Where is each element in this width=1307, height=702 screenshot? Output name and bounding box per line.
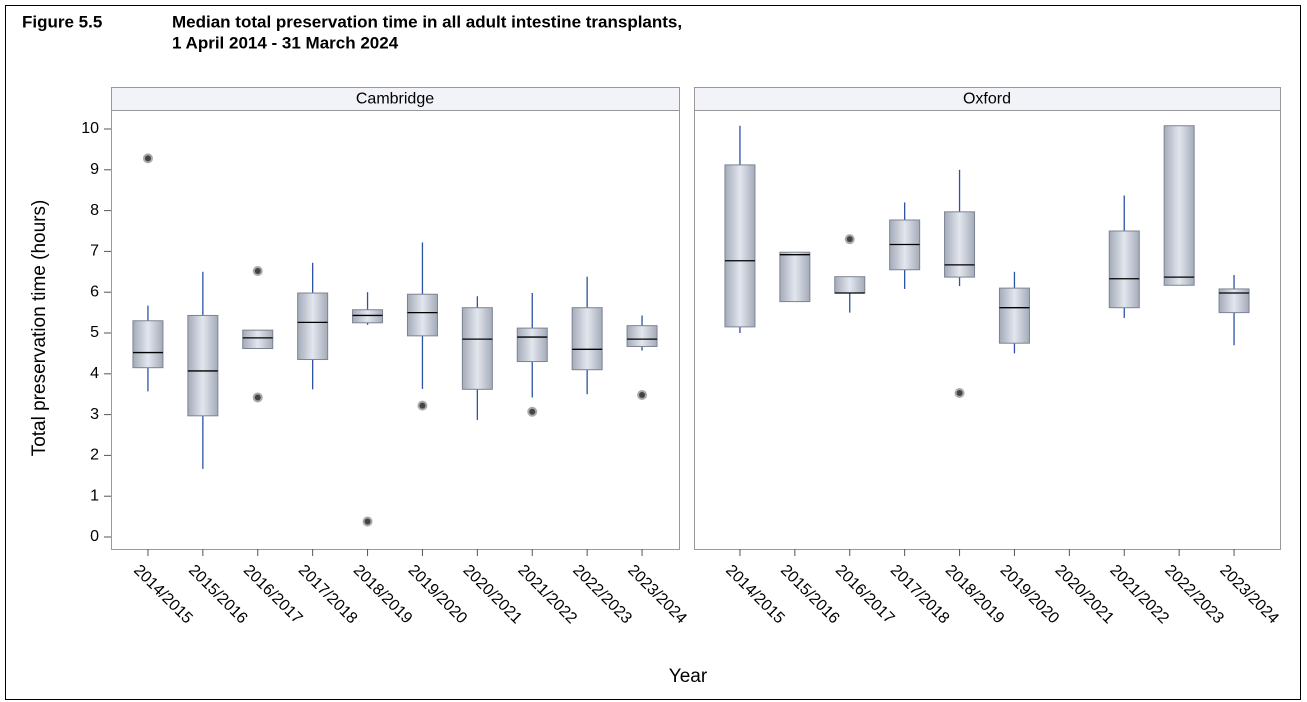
y-axis-label: Total preservation time (hours) bbox=[29, 200, 50, 457]
x-axis-label: Year bbox=[669, 666, 708, 687]
chart-title: Median total preservation time in all ad… bbox=[172, 12, 682, 31]
outlier bbox=[527, 406, 538, 417]
outlier bbox=[142, 153, 153, 164]
figure-label: Figure 5.5 bbox=[22, 12, 102, 31]
outlier bbox=[252, 392, 263, 403]
outlier bbox=[954, 387, 965, 398]
box bbox=[297, 292, 329, 361]
y-tick-label: 2 bbox=[90, 447, 99, 464]
box bbox=[626, 325, 658, 347]
chart-subtitle: 1 April 2014 - 31 March 2024 bbox=[172, 33, 399, 52]
box bbox=[1108, 230, 1140, 309]
frame bbox=[5, 5, 1301, 700]
y-tick-label: 7 bbox=[90, 243, 99, 260]
box bbox=[1163, 125, 1195, 286]
box bbox=[406, 293, 438, 337]
y-tick-label: 9 bbox=[90, 161, 99, 178]
box bbox=[242, 329, 274, 350]
box bbox=[571, 307, 603, 371]
box bbox=[132, 320, 164, 369]
box bbox=[1218, 288, 1250, 314]
box bbox=[724, 164, 756, 328]
y-tick-label: 8 bbox=[90, 202, 99, 219]
box bbox=[516, 327, 548, 363]
outlier bbox=[417, 400, 428, 411]
y-tick-label: 1 bbox=[90, 487, 99, 504]
outlier bbox=[252, 265, 263, 276]
box bbox=[779, 251, 811, 303]
panel-title: Cambridge bbox=[356, 91, 434, 108]
y-tick-label: 3 bbox=[90, 406, 99, 423]
plot-area bbox=[694, 110, 1281, 550]
y-tick-label: 4 bbox=[90, 365, 99, 382]
outlier bbox=[844, 234, 855, 245]
x-tick-label: 2023/2024 bbox=[624, 562, 690, 628]
y-tick-label: 0 bbox=[90, 528, 99, 545]
y-tick-label: 6 bbox=[90, 283, 99, 300]
plot-area bbox=[111, 110, 680, 550]
box bbox=[998, 287, 1030, 344]
box bbox=[461, 307, 493, 390]
x-tick-label: 2023/2024 bbox=[1216, 562, 1282, 628]
box bbox=[834, 276, 866, 294]
outlier bbox=[362, 516, 373, 527]
box bbox=[944, 211, 976, 278]
box bbox=[352, 309, 384, 324]
outlier bbox=[637, 390, 648, 401]
y-tick-label: 5 bbox=[90, 324, 99, 341]
box bbox=[187, 314, 219, 417]
panel-title: Oxford bbox=[963, 91, 1011, 108]
y-tick-label: 10 bbox=[81, 120, 99, 137]
